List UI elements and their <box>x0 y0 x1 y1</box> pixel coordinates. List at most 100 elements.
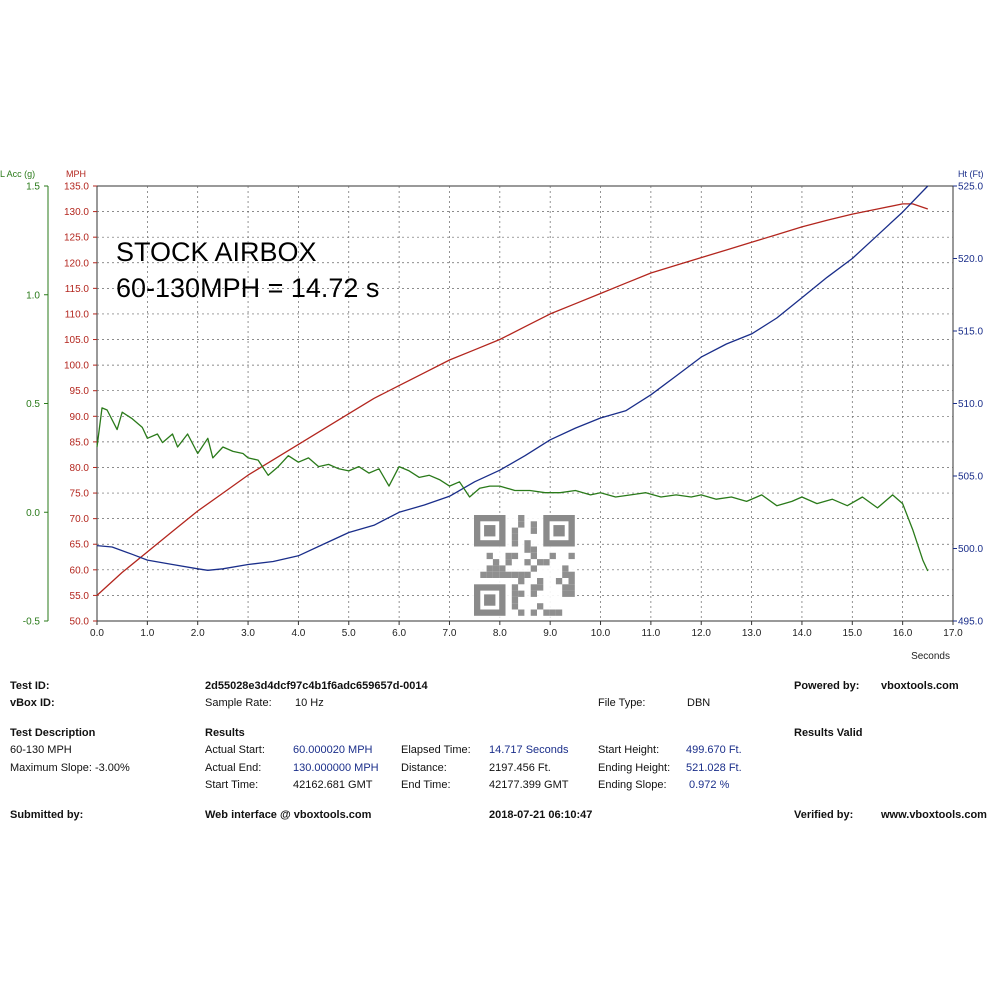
actual-start-label: Actual Start: <box>205 744 265 756</box>
qr-module <box>549 552 556 560</box>
qr-module <box>518 578 525 585</box>
mph-tick-label: 60.0 <box>70 565 90 576</box>
end-time-label: End Time: <box>401 779 451 791</box>
lacc-tick-label: -0.5 <box>23 617 41 628</box>
x-tick-label: 15.0 <box>843 628 863 639</box>
qr-module <box>562 584 569 591</box>
overlay-line-1: STOCK AIRBOX <box>116 237 317 267</box>
sample-rate-label: Sample Rate: <box>205 697 272 709</box>
qr-module <box>511 540 519 547</box>
mph-tick-label: 110.0 <box>65 309 90 320</box>
mph-tick-label: 80.0 <box>70 463 90 474</box>
qr-module <box>511 552 519 560</box>
distance-value: 2197.456 Ft. <box>489 762 551 774</box>
qr-module <box>480 571 487 578</box>
actual-end-label: Actual End: <box>205 762 262 774</box>
qr-module <box>562 590 569 597</box>
ending-slope-label: Ending Slope: <box>598 779 667 791</box>
mph-tick-label: 105.0 <box>64 335 89 346</box>
qr-module <box>568 584 575 591</box>
series-line-mph <box>96 203 929 596</box>
qr-module <box>530 521 537 528</box>
qr-module <box>486 565 493 572</box>
series-lines <box>96 185 929 596</box>
verified-value: www.vboxtools.com <box>881 809 987 821</box>
qr-module <box>537 559 544 566</box>
qr-module <box>562 565 569 572</box>
start-height-value: 499.670 Ft. <box>686 744 742 756</box>
file-type-label: File Type: <box>598 697 646 709</box>
qr-module <box>530 609 537 616</box>
qr-module <box>568 590 575 597</box>
x-tick-label: 2.0 <box>191 628 205 639</box>
qr-module <box>530 552 537 560</box>
file-type-value: DBN <box>687 697 711 709</box>
qr-module <box>524 559 531 566</box>
mph-tick-label: 55.0 <box>70 591 90 602</box>
verified-label: Verified by: <box>794 809 854 821</box>
qr-module <box>492 571 500 578</box>
qr-module <box>549 609 556 616</box>
qr-module <box>518 521 525 528</box>
ht-tick-label: 515.0 <box>958 327 983 338</box>
mph-tick-label: 120.0 <box>64 258 89 269</box>
qr-module <box>518 515 525 522</box>
test-desc-1: 60-130 MPH <box>10 744 72 756</box>
series-line-lacc <box>96 407 929 572</box>
qr-module <box>524 540 531 547</box>
mph-tick-label: 125.0 <box>64 233 89 244</box>
mph-axis-label: MPH <box>66 169 86 179</box>
ht-axis-label: Ht (Ft) <box>958 169 984 179</box>
start-time-label: Start Time: <box>205 779 259 791</box>
x-axis-label: Seconds <box>911 651 950 662</box>
qr-module <box>537 603 544 610</box>
mph-tick-label: 50.0 <box>70 617 90 628</box>
distance-label: Distance: <box>401 762 447 774</box>
x-tick-label: 5.0 <box>342 628 356 639</box>
qr-module <box>568 552 575 560</box>
qr-module <box>492 559 500 566</box>
actual-end-value: 130.000000 MPH <box>293 762 379 774</box>
mph-tick-label: 75.0 <box>70 489 90 500</box>
elapsed-value: 14.717 Seconds <box>489 744 569 756</box>
qr-module <box>492 565 500 572</box>
qr-module <box>555 609 563 616</box>
x-tick-label: 13.0 <box>742 628 762 639</box>
qr-module <box>537 584 544 591</box>
vbox-id-label: vBox ID: <box>10 697 55 709</box>
qr-module <box>530 527 537 534</box>
qr-module <box>505 559 512 566</box>
powered-value: vboxtools.com <box>881 680 959 692</box>
test-id-label: Test ID: <box>10 680 50 692</box>
start-time-value: 42162.681 GMT <box>293 779 373 791</box>
series-line-ht <box>96 185 929 571</box>
qr-finder-core <box>553 525 565 537</box>
qr-watermark <box>472 513 577 618</box>
ht-tick-label: 495.0 <box>958 617 983 628</box>
ht-tick-label: 510.0 <box>958 399 983 410</box>
qr-module <box>511 603 519 610</box>
actual-start-value: 60.000020 MPH <box>293 744 373 756</box>
qr-module <box>511 596 519 604</box>
x-tick-label: 10.0 <box>591 628 611 639</box>
vbox-chart: 0.0 1.0 2.0 3.0 4.0 5.0 6.0 7.0 8.0 9.0 10.0 11.0 12… <box>0 169 984 662</box>
mph-tick-label: 95.0 <box>70 386 90 397</box>
mph-tick-label: 100.0 <box>64 361 89 372</box>
mph-tick-label: 85.0 <box>70 437 90 448</box>
lacc-tick-label: 0.5 <box>26 399 40 410</box>
test-desc-2: Maximum Slope: -3.00% <box>10 762 130 774</box>
mph-tick-label: 70.0 <box>70 514 90 525</box>
sample-rate-value: 10 Hz <box>295 697 324 709</box>
qr-module <box>518 571 525 578</box>
qr-module <box>511 584 519 591</box>
x-tick-label: 16.0 <box>893 628 913 639</box>
ending-height-value: 521.028 Ft. <box>686 762 742 774</box>
qr-module <box>568 571 575 578</box>
powered-label: Powered by: <box>794 680 860 692</box>
qr-module <box>518 590 525 597</box>
qr-finder-core <box>484 525 496 537</box>
qr-module <box>511 571 519 578</box>
lacc-tick-label: 0.0 <box>26 508 40 519</box>
ht-tick-label: 500.0 <box>958 544 983 555</box>
qr-module <box>499 565 506 572</box>
